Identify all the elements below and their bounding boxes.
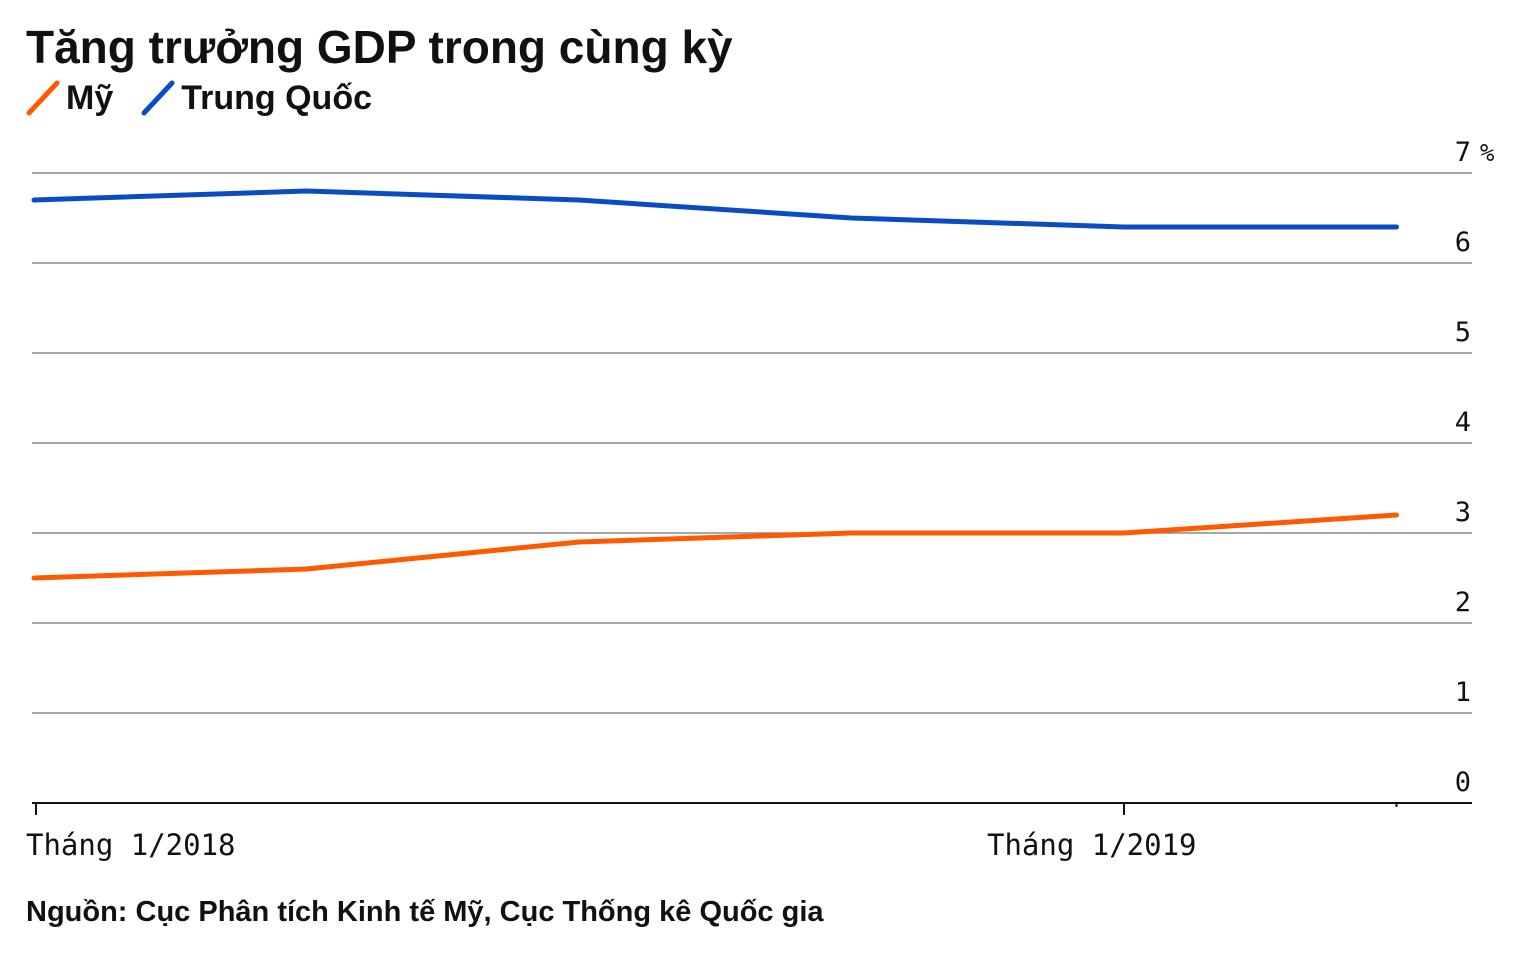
- y-tick-label: 2: [1455, 587, 1471, 618]
- legend-item-my: Mỹ: [26, 79, 113, 118]
- chart-title: Tăng trưởng GDP trong cùng kỳ: [26, 21, 733, 73]
- x-tick-label: Tháng 1/2018: [26, 828, 236, 862]
- chart-source: Nguồn: Cục Phân tích Kinh tế Mỹ, Cục Thố…: [26, 896, 824, 928]
- y-unit-label: %: [1480, 139, 1495, 167]
- legend-swatch-trung-quoc: [141, 80, 175, 116]
- chart-legend: Mỹ Trung Quốc: [26, 78, 400, 118]
- y-tick-label: 4: [1455, 407, 1471, 438]
- y-tick-label: 3: [1455, 497, 1471, 528]
- y-tick-label: 0: [1455, 767, 1471, 798]
- series-line-my: [31, 512, 1399, 581]
- y-tick-label: 6: [1455, 227, 1471, 258]
- legend-item-trung-quoc: Trung Quốc: [141, 79, 372, 118]
- y-tick-label: 1: [1455, 677, 1471, 708]
- y-tick-label: 7: [1455, 137, 1471, 168]
- series-line-trung-quoc: [31, 188, 1399, 230]
- legend-swatch-my: [26, 80, 60, 116]
- y-tick-label: 5: [1455, 317, 1471, 348]
- legend-label-my: Mỹ: [66, 78, 114, 117]
- x-tick-label: Tháng 1/2019: [987, 828, 1197, 862]
- legend-label-trung-quoc: Trung Quốc: [181, 78, 373, 117]
